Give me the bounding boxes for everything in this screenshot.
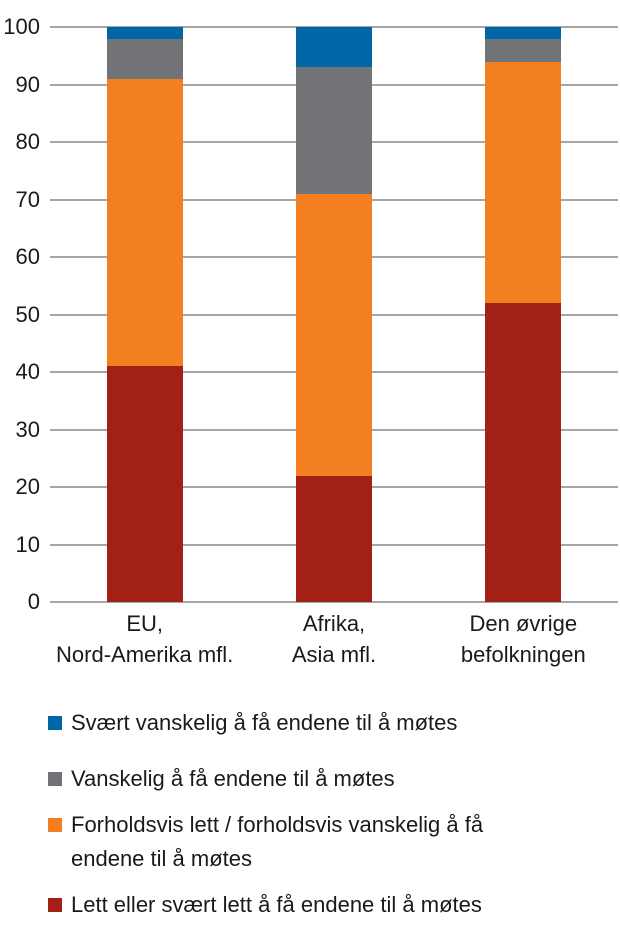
legend-item: Lett eller svært lett å få endene til å … <box>48 888 508 922</box>
bar <box>295 27 372 602</box>
legend-label: Forholdsvis lett / forholdsvis vanskelig… <box>71 812 484 871</box>
y-axis-tick-label: 10 <box>15 531 40 557</box>
legend-swatch-red <box>48 898 62 912</box>
bar <box>106 27 183 602</box>
bar-segment-red <box>106 366 183 602</box>
gridline <box>50 601 618 603</box>
legend-label: Lett eller svært lett å få endene til å … <box>71 892 482 917</box>
y-axis-tick-label: 30 <box>15 416 40 442</box>
bar-segment-gray <box>485 38 562 62</box>
bar-segment-blue <box>106 27 183 39</box>
legend-swatch-blue <box>48 716 62 730</box>
legend-label: Vanskelig å få endene til å møtes <box>71 766 395 791</box>
legend: Svært vanskelig å få endene til å møtes V… <box>48 706 508 922</box>
bar-segment-orange <box>295 193 372 476</box>
bars <box>50 27 618 602</box>
x-axis-labels: EU, Nord-Amerika mfl. Afrika, Asia mfl. De… <box>50 608 618 670</box>
y-axis-tick-label: 50 <box>15 301 40 327</box>
legend-item: Forholdsvis lett / forholdsvis vanskelig… <box>48 808 508 876</box>
x-axis-category-label: Afrika, Asia mfl. <box>291 611 377 667</box>
bar-segment-blue <box>485 27 562 39</box>
x-axis-category-label: Den øvrige befolkningen <box>460 611 586 667</box>
bar <box>485 27 562 602</box>
y-axis-tick-label: 100 <box>3 14 40 39</box>
x-axis-category-label: EU, Nord-Amerika mfl. <box>56 611 234 667</box>
bar-segment-blue <box>295 27 372 68</box>
bar-slot <box>50 27 239 602</box>
y-axis-tick-label: 60 <box>15 244 40 269</box>
bar-segment-red <box>485 303 562 602</box>
legend-item: Vanskelig å få endene til å møtes <box>48 762 508 796</box>
legend-label: Svært vanskelig å få endene til å møtes <box>71 710 458 735</box>
bar-segment-gray <box>295 67 372 194</box>
bar-segment-gray <box>106 38 183 79</box>
y-axis-tick-label: 20 <box>15 474 40 499</box>
legend-item: Svært vanskelig å få endene til å møtes <box>48 706 508 740</box>
bar-segment-orange <box>106 78 183 367</box>
bar-slot <box>239 27 428 602</box>
y-axis-tick-label: 40 <box>15 359 40 384</box>
y-axis-tick-label: 80 <box>15 129 40 154</box>
bar-slot <box>429 27 618 602</box>
bar-segment-red <box>295 475 372 602</box>
y-axis-tick-label: 0 <box>27 589 40 614</box>
bar-segment-orange <box>485 61 562 303</box>
y-axis-tick-label: 70 <box>15 186 40 212</box>
legend-swatch-gray <box>48 772 62 786</box>
plot-area <box>50 26 618 603</box>
y-axis-tick-label: 90 <box>15 71 40 97</box>
legend-swatch-orange <box>48 818 62 832</box>
